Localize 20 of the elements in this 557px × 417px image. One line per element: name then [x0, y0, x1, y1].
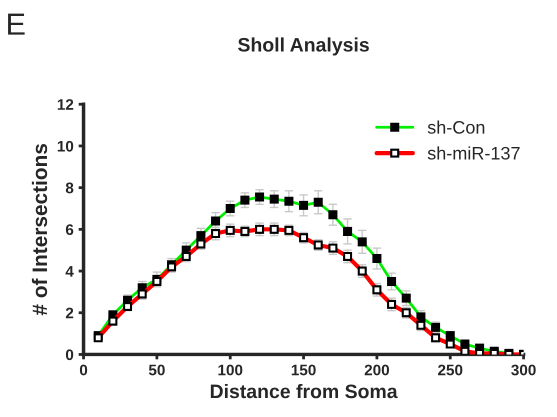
- y-tick-label: 10: [58, 140, 74, 152]
- legend-label: sh-miR-137: [428, 146, 520, 160]
- x-axis-title: Distance from Soma: [210, 384, 398, 398]
- y-tick-label: 6: [66, 224, 74, 236]
- x-tick-label: 200: [364, 364, 390, 376]
- y-axis-title: # of Intersections: [32, 144, 48, 316]
- x-tick-label: 0: [80, 364, 88, 376]
- y-tick-label: 4: [66, 266, 74, 277]
- text: E: [8, 14, 25, 35]
- chart-title: Sholl Analysis: [238, 37, 369, 56]
- x-tick-label: 50: [148, 364, 165, 376]
- y-tick-label: 8: [66, 182, 74, 194]
- x-tick-label: 100: [218, 364, 242, 376]
- y-tick-label: 0: [66, 349, 74, 360]
- legend-label: sh-Con: [428, 120, 484, 134]
- y-tick-label: 12: [58, 99, 74, 110]
- x-tick-label: 250: [438, 364, 462, 376]
- y-tick-label: 2: [66, 308, 74, 318]
- x-tick-label: 150: [292, 364, 316, 376]
- x-tick-label: 300: [511, 364, 536, 376]
